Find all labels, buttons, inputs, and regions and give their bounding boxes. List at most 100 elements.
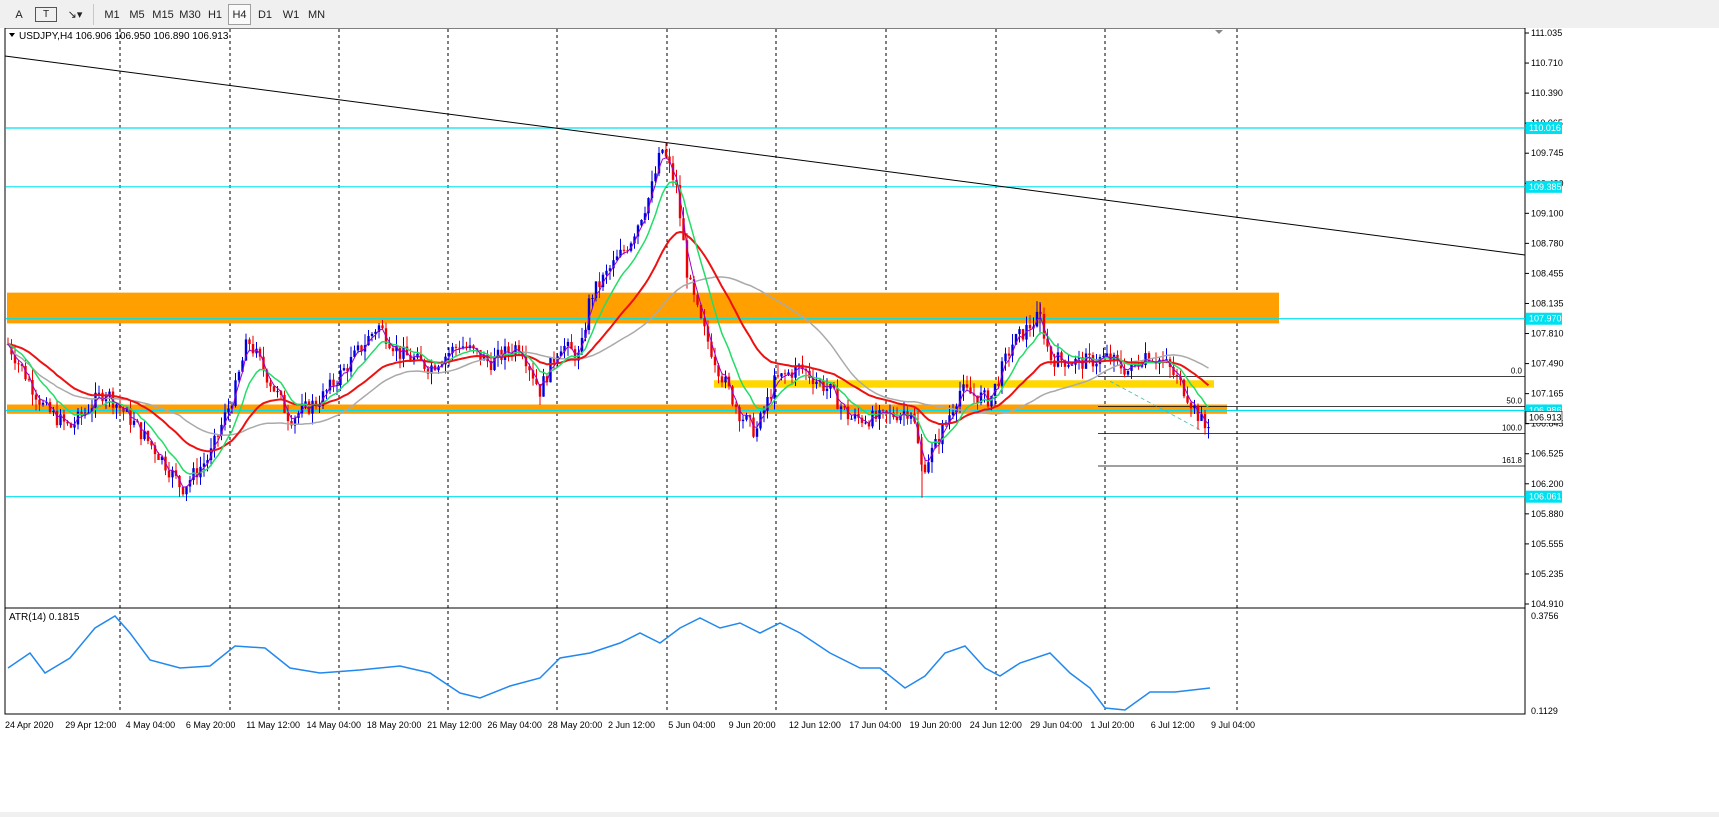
ema-slow-line[interactable] [7,230,1210,453]
timeframe-d1-button[interactable]: D1 [257,8,273,21]
price-tick-label: 110.390 [1531,88,1563,98]
shift-marker-icon[interactable] [1215,30,1223,34]
candle-body [167,470,171,478]
candle-body [304,401,307,405]
support-zone[interactable] [7,404,1227,414]
price-chart[interactable]: 0.0 50.0 100.0 161.8 111.035 110.710 110.390 1… [0,27,1719,812]
price-tick-label: 106.525 [1531,449,1564,459]
timeframe-w1-button[interactable]: W1 [282,8,300,21]
candle-body [314,400,318,407]
collapse-arrow-icon[interactable] [9,33,15,37]
candle-body [979,392,983,404]
candle-body [678,185,682,219]
time-tick-label: 4 May 04:00 [126,720,176,730]
time-tick-label: 24 Apr 2020 [5,720,54,730]
candle-body [493,356,496,371]
candle-body [1060,352,1063,361]
candle-body [570,341,573,350]
candle-body [237,371,241,381]
price-tick-label: 105.880 [1531,509,1564,519]
price-tick-label: 109.100 [1531,208,1564,218]
candle-body [790,372,794,378]
candle-body [122,408,125,412]
ema-mid-line[interactable] [7,181,1210,475]
candle-body [489,361,493,371]
ema-fast-line[interactable] [7,157,1209,488]
candle-body [839,406,843,410]
moving-averages [7,157,1210,488]
atr-subwindow[interactable] [4,607,1526,715]
candle-body [612,260,615,269]
candle-body [538,384,542,397]
text-label-tool-button[interactable]: T [35,7,57,22]
atr-line-path[interactable] [7,615,1211,711]
candle-body [230,405,234,409]
candle-body [965,384,969,388]
candle-body [1182,379,1186,397]
candle-body [1088,353,1091,356]
candle-body [381,325,384,329]
candle-body [661,149,664,153]
chart-window[interactable]: 0.0 50.0 100.0 161.8 111.035 110.710 110.390 1… [0,27,1719,812]
candle-body [1102,355,1105,358]
candle-body [724,376,727,383]
candle-body [731,386,734,405]
candle-body [59,414,62,426]
candle-body [1137,364,1140,367]
candle-body [608,268,612,271]
time-tick-label: 28 May 20:00 [548,720,603,730]
timeframe-h4-button[interactable]: H4 [228,4,251,25]
candle-body [181,487,185,495]
timeframe-m1-button[interactable]: M1 [104,8,120,21]
candle-body [647,198,650,214]
horizontal-levels [6,127,1525,498]
candle-body [38,399,41,405]
text-tool-button[interactable]: A [8,4,30,25]
candle-body [269,382,272,387]
candle-body [699,304,703,319]
timeframe-h1-button[interactable]: H1 [207,8,223,21]
candle-body [248,339,251,344]
price-badge-label: 106.986 [1529,405,1562,415]
candle-body [517,345,521,352]
fib-anchor-line[interactable] [1109,380,1201,431]
sma-long-line[interactable] [7,276,1209,436]
candle-body [423,359,426,369]
candle-body [1193,405,1196,409]
time-tick-label: 9 Jun 20:00 [729,720,776,730]
candle-body [1011,344,1014,356]
candle-body [409,355,412,362]
candle-body [591,297,594,299]
candle-body [118,404,122,409]
candle-body [377,325,381,332]
candle-body [1189,402,1193,409]
candle-body [927,462,930,473]
shapes-tool-button[interactable]: ↘▾ [62,4,88,25]
candle-body [559,351,563,357]
timeframe-mn-button[interactable]: MN [307,8,326,21]
candle-body [482,355,486,361]
candle-body [220,424,223,436]
candle-body [524,356,528,367]
candle-body [1070,364,1074,366]
candle-body [213,435,216,449]
candle-body [1196,405,1200,421]
price-tick-label: 105.235 [1531,569,1564,579]
candle-body [962,384,965,391]
atr-scale-bottom: 0.1129 [1531,706,1558,716]
trendline[interactable] [4,55,1526,256]
candle-body [542,376,545,397]
timeframe-m15-button[interactable]: M15 [152,8,174,21]
candle-body [507,346,510,353]
candle-body [605,270,608,275]
candle-body [234,380,237,406]
timeframe-m30-button[interactable]: M30 [179,8,201,21]
text-label-tool-icon: T [42,9,50,20]
candle-body [160,456,164,461]
candle-body [374,331,377,334]
candle-body [528,366,531,371]
timeframe-m5-button[interactable]: M5 [129,8,145,21]
candle-body [41,402,45,405]
candle-body [762,410,766,414]
candle-body [31,379,34,395]
